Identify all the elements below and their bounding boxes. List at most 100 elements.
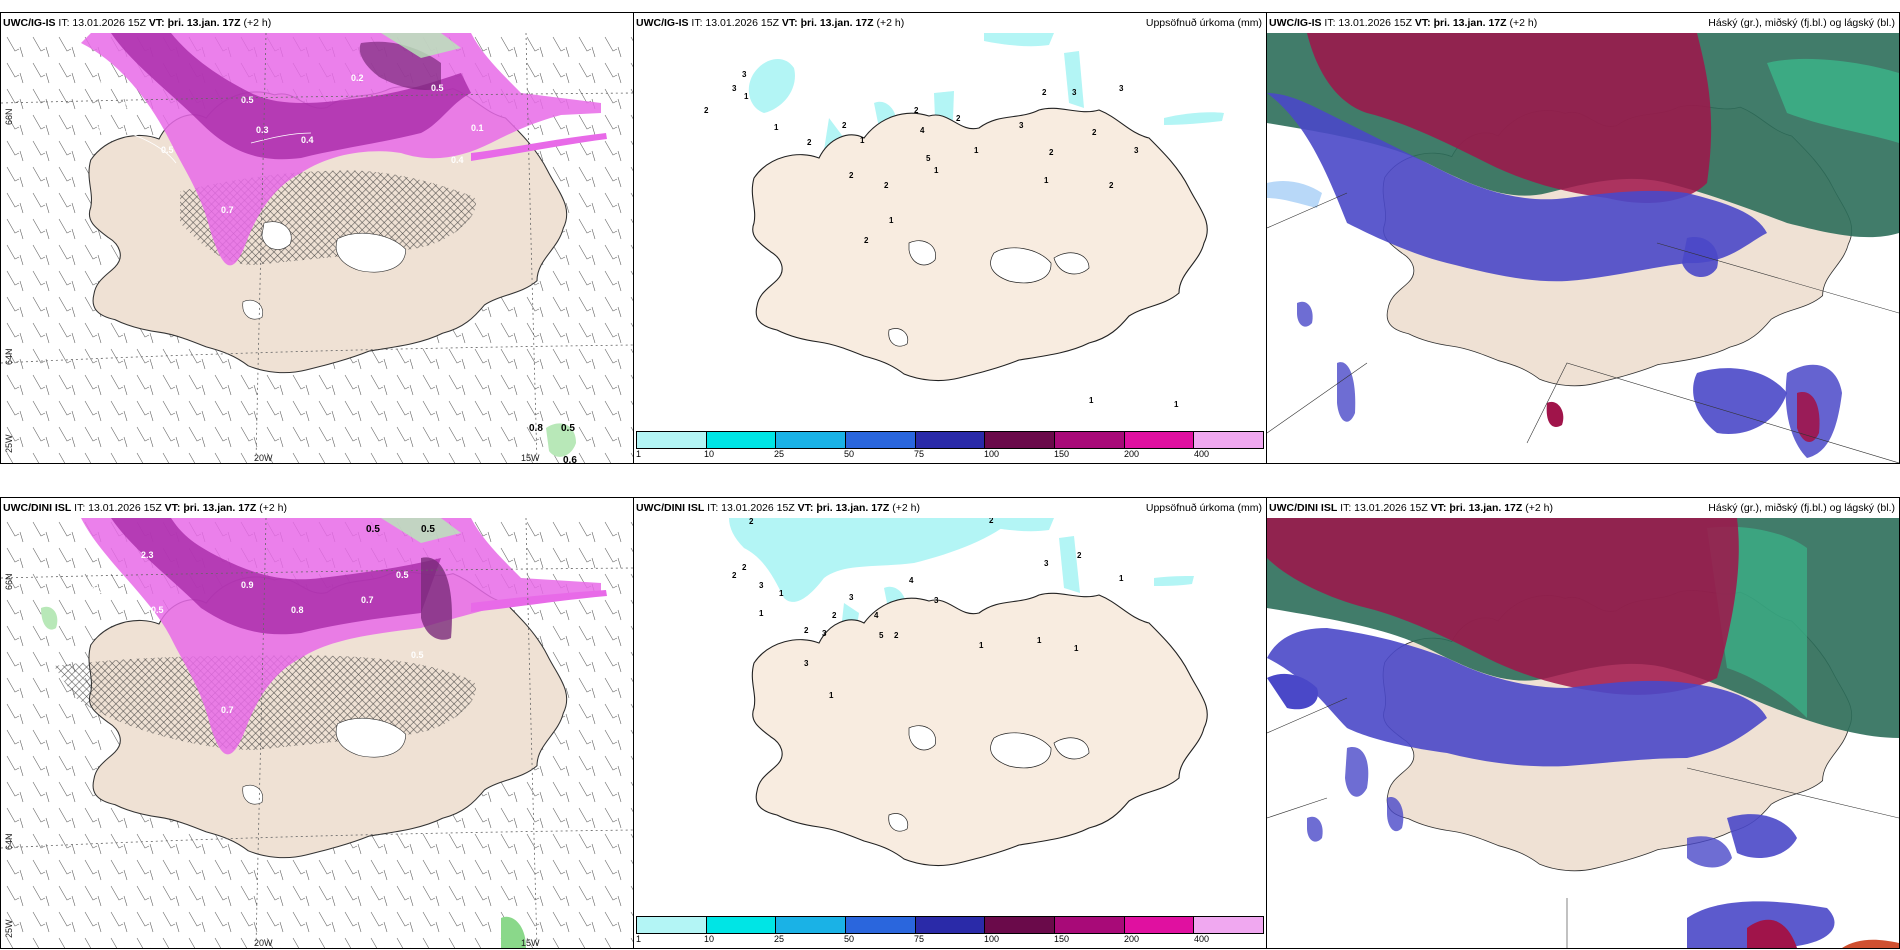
svg-text:2: 2 <box>1077 551 1082 560</box>
svg-text:3: 3 <box>1019 121 1024 130</box>
precip-legend: 1 10 25 50 75 100 150 200 400 <box>634 916 1266 948</box>
svg-text:5: 5 <box>926 154 931 163</box>
init-time: IT: 13.01.2026 15Z <box>691 17 779 29</box>
svg-text:1: 1 <box>889 216 894 225</box>
svg-text:2: 2 <box>749 518 754 526</box>
init-time: IT: 13.01.2026 15Z <box>707 502 795 514</box>
model-name: UWC/DINI ISL <box>636 502 705 514</box>
svg-text:0.7: 0.7 <box>221 705 234 715</box>
panel-header: UWC/DINI ISL IT: 13.01.2026 15Z VT: þri.… <box>1267 498 1899 518</box>
legend-label: 10 <box>704 934 715 944</box>
svg-text:2: 2 <box>956 114 961 123</box>
map-panel-clouds-dini[interactable]: UWC/DINI ISL IT: 13.01.2026 15Z VT: þri.… <box>1266 497 1900 949</box>
snow-map: 2.3 0.3 0.5 0.9 0.8 0.7 0.5 0.5 0.7 0.5 0.5 <box>1 518 633 948</box>
svg-text:1: 1 <box>1074 644 1079 653</box>
init-time: IT: 13.01.2026 15Z <box>74 502 162 514</box>
svg-text:1: 1 <box>1089 396 1094 405</box>
svg-text:2: 2 <box>1109 181 1114 190</box>
map-panel-snow-dini[interactable]: UWC/DINI ISL IT: 13.01.2026 15Z VT: þri.… <box>0 497 634 949</box>
vt-label: VT: <box>1414 17 1431 29</box>
map-panel-precip-igis[interactable]: UWC/IG-IS IT: 13.01.2026 15Z VT: þri. 13… <box>633 12 1267 464</box>
svg-text:2: 2 <box>704 106 709 115</box>
lat-label-64n: 64N <box>4 348 14 365</box>
svg-text:0.8: 0.8 <box>291 605 304 615</box>
model-name: UWC/IG-IS <box>3 17 56 29</box>
svg-text:0.5: 0.5 <box>366 524 380 535</box>
map-panel-clouds-igis[interactable]: UWC/IG-IS IT: 13.01.2026 15Z VT: þri. 13… <box>1266 12 1900 464</box>
cloud-map <box>1267 33 1899 463</box>
valid-time: þri. 13.jan. 17Z <box>1449 502 1523 514</box>
map-panel-snow-igis[interactable]: UWC/IG-IS IT: 13.01.2026 15Z VT: þri. 13… <box>0 12 634 464</box>
svg-text:2: 2 <box>864 236 869 245</box>
svg-text:2: 2 <box>849 171 854 180</box>
svg-text:0.3: 0.3 <box>256 125 269 135</box>
svg-text:0.4: 0.4 <box>96 125 109 135</box>
vt-label: VT: <box>781 17 798 29</box>
init-time: IT: 13.01.2026 15Z <box>1340 502 1428 514</box>
vt-label: VT: <box>164 502 181 514</box>
svg-text:2: 2 <box>742 563 747 572</box>
legend-label: 75 <box>914 449 925 459</box>
panel-field-title: Háský (gr.), miðský (fj.bl.) og lágský (… <box>1708 17 1895 29</box>
svg-text:2: 2 <box>1042 88 1047 97</box>
lat-label-25w: 25W <box>4 434 14 453</box>
svg-text:3: 3 <box>1119 84 1124 93</box>
valid-time: þri. 13.jan. 17Z <box>816 502 890 514</box>
legend-label: 100 <box>984 449 1000 459</box>
panel-field-title: Uppsöfnuð úrkoma (mm) <box>1145 502 1262 514</box>
svg-text:3: 3 <box>1072 88 1077 97</box>
svg-text:0.7: 0.7 <box>361 595 374 605</box>
lon-label-15w: 15W <box>521 453 540 463</box>
svg-text:5: 5 <box>879 631 884 640</box>
svg-text:0.5: 0.5 <box>561 423 575 434</box>
lon-label-20w: 20W <box>254 453 273 463</box>
vt-label: VT: <box>1430 502 1447 514</box>
svg-text:0.5: 0.5 <box>241 95 254 105</box>
valid-time: þri. 13.jan. 17Z <box>167 17 241 29</box>
svg-text:2: 2 <box>804 626 809 635</box>
svg-text:2: 2 <box>832 611 837 620</box>
svg-text:0.5: 0.5 <box>151 605 164 615</box>
svg-text:1: 1 <box>779 589 784 598</box>
svg-text:1: 1 <box>974 146 979 155</box>
svg-text:2: 2 <box>807 138 812 147</box>
lead-time: (+2 h) <box>243 17 272 29</box>
lat-label-25w: 25W <box>4 919 14 938</box>
valid-time: þri. 13.jan. 17Z <box>183 502 257 514</box>
svg-text:2: 2 <box>1092 128 1097 137</box>
svg-text:0.4: 0.4 <box>451 155 464 165</box>
init-time: IT: 13.01.2026 15Z <box>1324 17 1412 29</box>
lon-label-20w: 20W <box>254 938 273 948</box>
lat-label-66n: 66N <box>4 573 14 590</box>
precip-legend: 1 10 25 50 75 100 150 200 400 <box>634 431 1266 463</box>
svg-text:0.5: 0.5 <box>396 570 409 580</box>
legend-colorbar <box>636 431 1264 449</box>
svg-text:2: 2 <box>842 121 847 130</box>
svg-text:3: 3 <box>934 596 939 605</box>
svg-text:0.5: 0.5 <box>121 100 134 110</box>
map-panel-precip-dini[interactable]: UWC/DINI ISL IT: 13.01.2026 15Z VT: þri.… <box>633 497 1267 949</box>
panel-field-title: Háský (gr.), miðský (fj.bl.) og lágský (… <box>1708 502 1895 514</box>
panel-header: UWC/IG-IS IT: 13.01.2026 15Z VT: þri. 13… <box>1267 13 1899 33</box>
svg-text:1: 1 <box>829 691 834 700</box>
svg-text:3: 3 <box>1044 559 1049 568</box>
lead-time: (+2 h) <box>259 502 287 514</box>
svg-text:1: 1 <box>1119 574 1124 583</box>
svg-text:3: 3 <box>759 581 764 590</box>
lead-time: (+2 h) <box>892 502 920 514</box>
svg-text:0.4: 0.4 <box>301 135 314 145</box>
legend-label: 75 <box>914 934 925 944</box>
model-name: UWC/DINI ISL <box>3 502 72 514</box>
svg-text:3: 3 <box>1134 146 1139 155</box>
svg-text:0.1: 0.1 <box>471 123 484 133</box>
lat-label-64n: 64N <box>4 833 14 850</box>
svg-text:0.5: 0.5 <box>161 145 174 155</box>
svg-text:2: 2 <box>914 106 919 115</box>
lead-time: (+2 h) <box>1509 17 1538 29</box>
panel-header: UWC/IG-IS IT: 13.01.2026 15Z VT: þri. 13… <box>1 13 633 33</box>
vt-label: VT: <box>797 502 814 514</box>
svg-text:2: 2 <box>732 571 737 580</box>
valid-time: þri. 13.jan. 17Z <box>800 17 874 29</box>
vt-label: VT: <box>148 17 165 29</box>
legend-label: 400 <box>1194 449 1210 459</box>
